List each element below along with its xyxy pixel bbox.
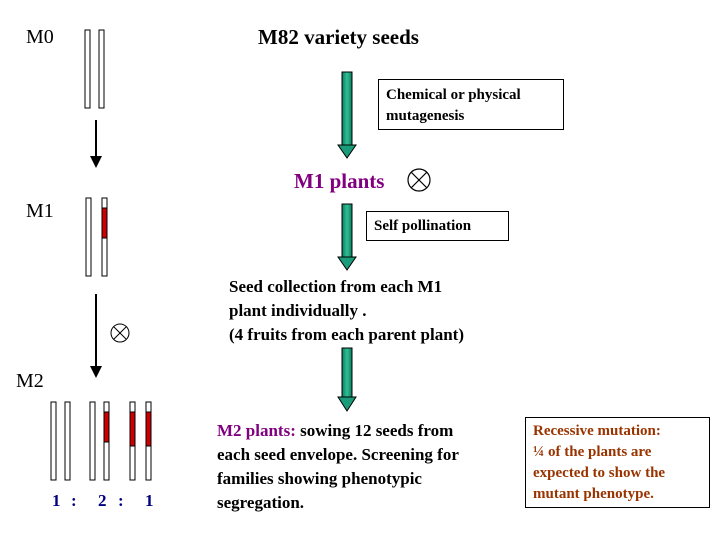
m2-chromosome-pair-wildtype — [50, 401, 71, 481]
m2-line-1: sowing 12 seeds from — [295, 421, 454, 440]
green-arrow-2 — [337, 203, 357, 271]
seed-collection-line-1: Seed collection from each M1 — [229, 277, 443, 296]
m2-line-3: families showing phenotypic — [217, 469, 422, 488]
self-pollination-label: Self pollination — [374, 218, 472, 234]
mutagenesis-line-2: mutagenesis — [386, 108, 465, 124]
generation-label-m1: M1 — [26, 200, 54, 222]
generation-label-m0: M0 — [26, 26, 54, 48]
seed-collection-line-2: plant individually . — [229, 301, 367, 320]
recessive-line-2: ¼ of the plants are — [533, 444, 652, 460]
m1-plants-label: M1 plants — [294, 169, 385, 193]
self-pollination-box: Self pollination — [366, 211, 509, 241]
m2-chromosome-pair-homozygous — [129, 401, 152, 481]
m1-chromosome-pair — [85, 197, 108, 277]
black-arrow-m0-m1 — [90, 120, 102, 168]
black-arrow-m1-m2 — [90, 294, 102, 378]
m2-chromosome-pair-heterozygous — [89, 401, 110, 481]
ratio-separator-2: : — [118, 491, 124, 510]
m2-plants-text: M2 plants: sowing 12 seeds from each see… — [217, 419, 517, 515]
mutagenesis-line-1: Chemical or physical — [386, 87, 521, 103]
recessive-line-1: Recessive mutation: — [533, 423, 661, 439]
seed-collection-line-3: (4 fruits from each parent plant) — [229, 325, 464, 344]
generation-label-m2: M2 — [16, 370, 44, 392]
seed-collection-text: Seed collection from each M1 plant indiv… — [229, 275, 519, 347]
recessive-line-4: mutant phenotype. — [533, 486, 654, 502]
ratio-value-2: 2 — [98, 491, 107, 510]
m0-chromosome-pair — [84, 29, 105, 109]
self-cross-icon — [407, 168, 431, 192]
mutagenesis-box: Chemical or physical mutagenesis — [378, 79, 564, 130]
mutation-segment — [101, 207, 108, 239]
circled-x-icon — [110, 323, 130, 343]
m2-line-4: segregation. — [217, 493, 305, 512]
m2-plants-label: M2 plants: — [217, 421, 296, 440]
ratio-value-1: 1 — [52, 491, 61, 510]
green-arrow-1 — [337, 71, 357, 159]
ratio-value-3: 1 — [145, 491, 154, 510]
page-title: M82 variety seeds — [258, 25, 419, 49]
recessive-line-3: expected to show the — [533, 465, 666, 481]
m2-line-2: each seed envelope. Screening for — [217, 445, 459, 464]
recessive-mutation-box: Recessive mutation: ¼ of the plants are … — [525, 417, 710, 508]
ratio-separator-1: : — [71, 491, 77, 510]
green-arrow-3 — [337, 347, 357, 412]
